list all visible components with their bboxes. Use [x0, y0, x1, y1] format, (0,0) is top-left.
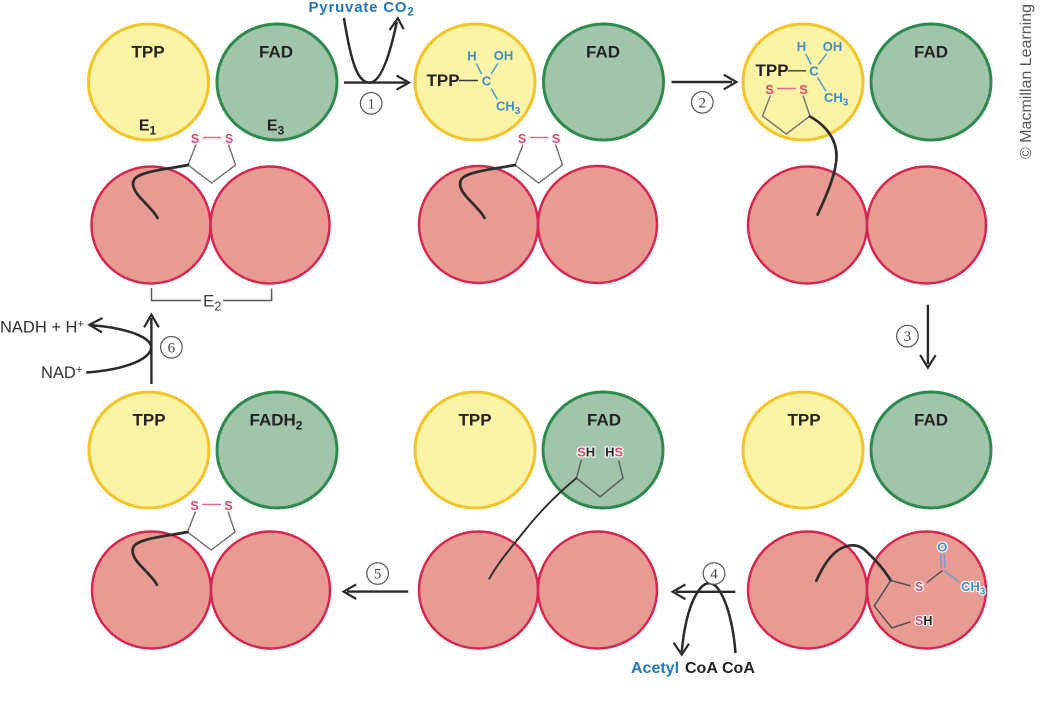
svg-text:TPP: TPP: [131, 43, 164, 62]
svg-text:OH: OH: [823, 39, 843, 54]
svg-text:CoA: CoA: [685, 660, 718, 677]
svg-text:O: O: [937, 540, 947, 555]
svg-text:5: 5: [374, 567, 382, 583]
svg-text:FAD: FAD: [914, 411, 948, 430]
svg-text:OH: OH: [494, 48, 514, 63]
svg-text:C: C: [482, 74, 492, 89]
svg-text:Pyruvate CO2: Pyruvate CO2: [309, 0, 415, 19]
svg-text:E2: E2: [203, 292, 221, 314]
svg-text:6: 6: [168, 340, 176, 356]
svg-text:SH: SH: [915, 614, 932, 628]
svg-text:FAD: FAD: [587, 411, 621, 430]
svg-text:H: H: [467, 49, 476, 64]
svg-text:4: 4: [710, 567, 718, 583]
svg-text:FAD: FAD: [259, 43, 293, 62]
svg-text:TPP: TPP: [426, 71, 459, 90]
svg-text:Acetyl: Acetyl: [631, 660, 679, 677]
svg-text:CoA: CoA: [722, 660, 755, 677]
svg-text:FAD: FAD: [586, 43, 620, 62]
svg-text:FADH2: FADH2: [250, 411, 303, 433]
svg-text:3: 3: [904, 329, 912, 345]
svg-text:TPP: TPP: [787, 411, 820, 430]
svg-text:NADH + H+: NADH + H+: [0, 318, 84, 336]
svg-text:FAD: FAD: [914, 43, 948, 62]
svg-text:1: 1: [367, 96, 375, 112]
svg-text:SH: SH: [577, 445, 595, 460]
svg-text:TPP: TPP: [755, 61, 788, 80]
svg-text:TPP: TPP: [458, 411, 491, 430]
svg-text:© Macmillan Learning: © Macmillan Learning: [1018, 4, 1035, 159]
svg-text:2: 2: [699, 95, 707, 111]
svg-text:CH3: CH3: [824, 90, 849, 109]
svg-text:CH3: CH3: [496, 99, 521, 118]
svg-text:NAD+: NAD+: [41, 364, 82, 382]
svg-text:TPP: TPP: [132, 411, 165, 430]
svg-text:S: S: [915, 580, 923, 594]
svg-text:H: H: [797, 39, 806, 54]
svg-text:HS: HS: [605, 445, 623, 460]
svg-text:C: C: [809, 64, 819, 79]
